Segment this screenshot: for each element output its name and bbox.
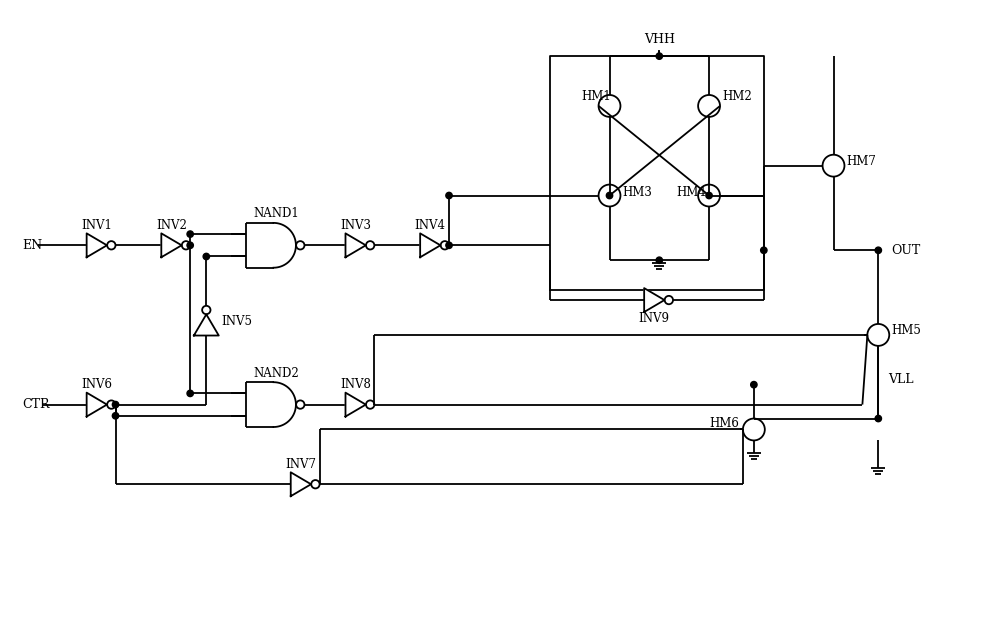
Polygon shape <box>345 392 366 416</box>
Circle shape <box>751 381 757 388</box>
Polygon shape <box>194 314 219 336</box>
Circle shape <box>112 412 119 419</box>
Text: EN: EN <box>22 239 42 252</box>
Text: INV2: INV2 <box>156 219 187 232</box>
Circle shape <box>187 231 193 238</box>
Text: OUT: OUT <box>891 244 921 257</box>
Circle shape <box>187 242 193 249</box>
Circle shape <box>112 401 119 408</box>
Text: HM6: HM6 <box>709 417 739 430</box>
Circle shape <box>446 192 452 199</box>
Text: CTR: CTR <box>22 398 50 411</box>
Text: HM7: HM7 <box>846 155 876 168</box>
Text: INV8: INV8 <box>340 378 371 391</box>
Polygon shape <box>420 233 440 258</box>
Polygon shape <box>291 472 311 496</box>
Text: INV3: INV3 <box>340 219 371 232</box>
Text: INV6: INV6 <box>81 378 112 391</box>
Text: INV7: INV7 <box>285 458 316 471</box>
Circle shape <box>203 253 209 259</box>
Circle shape <box>446 242 452 249</box>
Circle shape <box>706 192 712 199</box>
Circle shape <box>761 247 767 254</box>
Circle shape <box>606 192 613 199</box>
Text: NAND1: NAND1 <box>253 208 299 221</box>
Polygon shape <box>161 233 182 258</box>
Text: HM3: HM3 <box>622 186 652 199</box>
Text: INV5: INV5 <box>221 316 252 329</box>
Circle shape <box>875 416 881 422</box>
Polygon shape <box>87 233 107 258</box>
Polygon shape <box>87 392 107 416</box>
Circle shape <box>187 390 193 397</box>
Circle shape <box>656 53 662 59</box>
Polygon shape <box>644 288 664 312</box>
Text: VHH: VHH <box>644 32 675 46</box>
Text: INV4: INV4 <box>415 219 446 232</box>
Text: INV9: INV9 <box>639 312 670 326</box>
Text: INV1: INV1 <box>81 219 112 232</box>
Text: NAND2: NAND2 <box>253 367 299 380</box>
Polygon shape <box>345 233 366 258</box>
Text: HM2: HM2 <box>722 91 752 104</box>
Text: VLL: VLL <box>888 373 914 386</box>
Text: HM5: HM5 <box>891 324 921 338</box>
Circle shape <box>875 247 881 254</box>
Text: HM1: HM1 <box>582 91 611 104</box>
Circle shape <box>656 257 662 263</box>
Text: HM4: HM4 <box>676 186 706 199</box>
